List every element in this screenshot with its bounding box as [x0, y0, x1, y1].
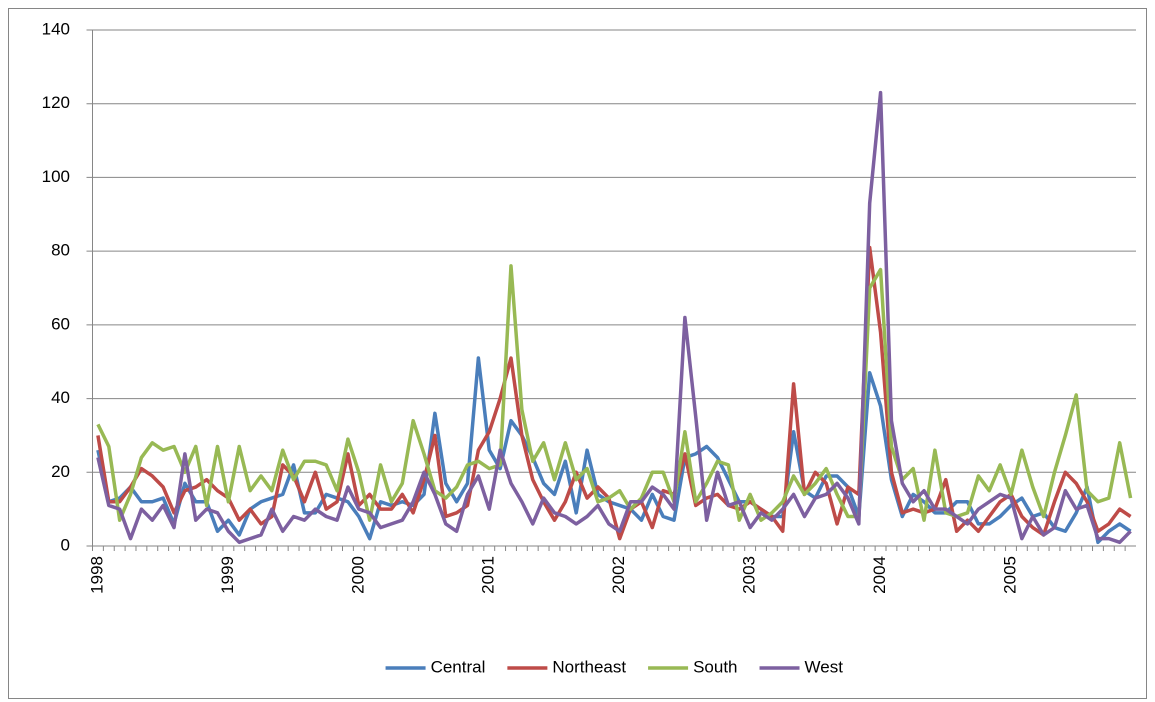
- series-line: [96, 356, 1132, 545]
- y-tick-label: 100: [42, 167, 70, 186]
- y-tick-label: 40: [51, 388, 70, 407]
- x-tick-label: 1999: [218, 556, 237, 594]
- legend-label: Northeast: [552, 657, 626, 676]
- legend-label: Central: [431, 657, 486, 676]
- chart-frame: [8, 8, 1147, 699]
- x-tick-label: 2000: [348, 556, 367, 594]
- x-tick-label: 2003: [740, 556, 759, 594]
- y-tick-label: 80: [51, 241, 70, 260]
- y-tick-label: 60: [51, 314, 70, 333]
- legend-label: South: [693, 657, 737, 676]
- x-tick-label: 2002: [609, 556, 628, 594]
- y-tick-label: 20: [51, 462, 70, 481]
- x-tick-label: 1998: [87, 556, 106, 594]
- x-tick-label: 2004: [870, 556, 889, 594]
- y-tick-label: 0: [61, 535, 70, 554]
- x-tick-label: 2005: [1000, 556, 1019, 594]
- y-tick-label: 140: [42, 19, 70, 38]
- x-tick-label: 2001: [479, 556, 498, 594]
- legend-label: West: [805, 657, 844, 676]
- series-line: [96, 90, 1132, 545]
- y-tick-label: 120: [42, 93, 70, 112]
